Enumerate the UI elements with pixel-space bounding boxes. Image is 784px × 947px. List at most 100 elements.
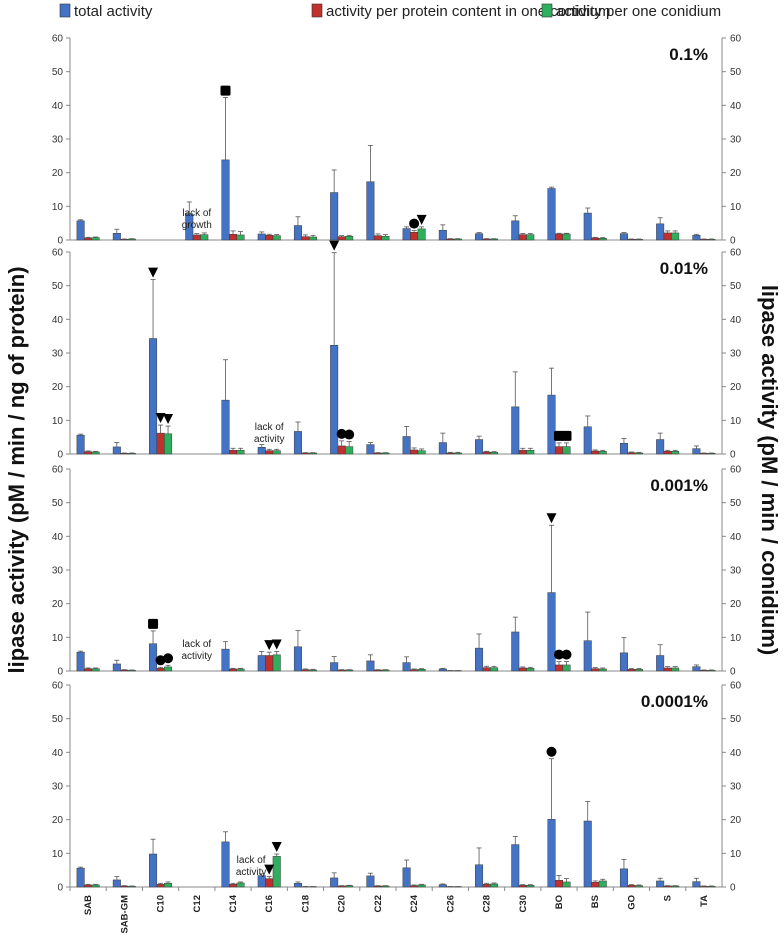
bar-C30-s1 <box>511 631 520 672</box>
bar-BS-s3 <box>598 668 607 672</box>
category-label-GO: GO <box>626 895 637 910</box>
bar-C18-s2 <box>301 452 310 455</box>
marker-square <box>561 430 572 441</box>
bar-C18-s3 <box>308 669 317 672</box>
bar-C30-s3 <box>526 668 535 672</box>
bar-C20-s2 <box>337 445 346 455</box>
bar-BO-s2 <box>555 880 563 888</box>
bar-C28-s3 <box>490 238 499 241</box>
bar-BO-s2 <box>555 233 563 241</box>
bar-C22-s3 <box>381 885 390 888</box>
bar-C16-s2 <box>265 450 274 455</box>
note-text: activity <box>236 867 267 878</box>
legend-label-per-conidium: activity per one conidium <box>556 3 721 20</box>
bar-C14-s2 <box>229 668 237 672</box>
bar-C16-s2 <box>265 235 274 241</box>
marker-circle <box>163 653 174 664</box>
tick-label-left: 30 <box>52 782 64 793</box>
marker-triangle <box>264 640 275 651</box>
bar-S-s3 <box>671 232 680 241</box>
bar-C26-s3 <box>453 238 462 241</box>
tick-label-left: 20 <box>52 168 64 179</box>
bar-C14-s2 <box>229 884 237 888</box>
bar-C30-s1 <box>511 844 520 888</box>
bar-C10-s3 <box>164 666 173 672</box>
bar-BS-s1 <box>583 640 592 672</box>
bar-C22-s2 <box>373 235 382 241</box>
bar-BO-s3 <box>562 664 571 672</box>
bar-C28-s3 <box>490 667 499 672</box>
legend-swatch-per-protein <box>311 3 323 18</box>
y-axis-label-right: lipase activity (pM / min / conidium) <box>757 285 782 655</box>
bar-S-s3 <box>671 451 680 455</box>
bar-C28-s2 <box>482 238 491 241</box>
tick-label-right: 30 <box>730 349 742 360</box>
bar-C18-s3 <box>308 236 317 241</box>
category-label-C20: C20 <box>337 895 348 912</box>
category-label-C12: C12 <box>192 895 203 912</box>
tick-label-right: 0 <box>730 667 736 678</box>
panel-4: 0 0 10 10 20 20 30 30 40 40 50 50 60 60 0.0001% lack of… <box>52 681 742 894</box>
bar-BO-s2 <box>555 446 563 455</box>
bar-C18-s1 <box>293 883 302 888</box>
bar-C28-s2 <box>482 667 491 672</box>
category-label-C28: C28 <box>482 895 493 912</box>
category-label-C10: C10 <box>156 895 167 912</box>
tick-label-right: 60 <box>730 465 742 476</box>
bar-BO-s1 <box>547 592 556 672</box>
bar-SAB-GM-s2 <box>120 885 129 888</box>
bar-C14-s1 <box>221 648 230 672</box>
bar-C24-s2 <box>410 449 419 455</box>
bar-TA-s2 <box>699 670 708 672</box>
bar-GO-s3 <box>634 885 643 888</box>
bar-S-s1 <box>656 223 665 241</box>
bar-TA-s1 <box>692 666 701 672</box>
note-text: growth <box>182 220 212 231</box>
bar-C22-s1 <box>366 181 375 241</box>
bar-S-s3 <box>671 667 680 672</box>
bar-GO-s1 <box>619 868 628 888</box>
bar-GO-s1 <box>619 233 628 241</box>
tick-label-right: 20 <box>730 815 742 826</box>
tick-label-left: 50 <box>52 714 64 725</box>
category-label-C22: C22 <box>373 895 384 912</box>
bar-BS-s2 <box>591 668 600 672</box>
bar-BS-s3 <box>598 238 607 241</box>
bar-TA-s1 <box>692 235 701 241</box>
bar-S-s2 <box>663 885 672 888</box>
bar-S-s3 <box>671 885 680 888</box>
bar-C10-s1 <box>149 853 158 888</box>
legend-label-per-protein: activity per protein content in one coni… <box>326 3 610 20</box>
tick-label-left: 10 <box>52 416 64 427</box>
tick-label-left: 60 <box>52 681 64 692</box>
bar-C28-s2 <box>482 884 491 888</box>
panel-title: 0.1% <box>669 45 708 64</box>
marker-triangle <box>148 267 159 278</box>
bar-S-s1 <box>656 655 665 672</box>
bar-C14-s3 <box>236 450 245 455</box>
tick-label-left: 50 <box>52 67 64 78</box>
category-label-SAB-GM: SAB-GM <box>119 895 130 934</box>
panel-1: 0 0 10 10 20 20 30 30 40 40 50 50 60 60 0.1% lack ofgro… <box>52 34 742 247</box>
bar-BO-s1 <box>547 188 556 241</box>
bar-TA-s2 <box>699 239 708 241</box>
bar-C24-s1 <box>402 662 411 672</box>
bar-C30-s2 <box>518 885 527 888</box>
tick-label-left: 20 <box>52 815 64 826</box>
bar-C22-s1 <box>366 444 375 455</box>
bar-SAB-s2 <box>84 668 93 672</box>
bar-C30-s2 <box>518 450 527 455</box>
bar-C30-s3 <box>526 885 535 888</box>
bar-C26-s1 <box>438 884 447 888</box>
bar-C24-s3 <box>417 450 426 455</box>
tick-label-left: 60 <box>52 34 64 45</box>
category-label-C18: C18 <box>300 895 311 912</box>
bar-C16-s1 <box>257 447 266 455</box>
bar-SAB-GM-s3 <box>127 453 136 455</box>
bar-C10-s3 <box>164 883 173 888</box>
bar-TA-s1 <box>692 881 701 888</box>
tick-label-left: 20 <box>52 599 64 610</box>
bar-C20-s3 <box>345 669 354 672</box>
bar-S-s2 <box>663 667 672 672</box>
